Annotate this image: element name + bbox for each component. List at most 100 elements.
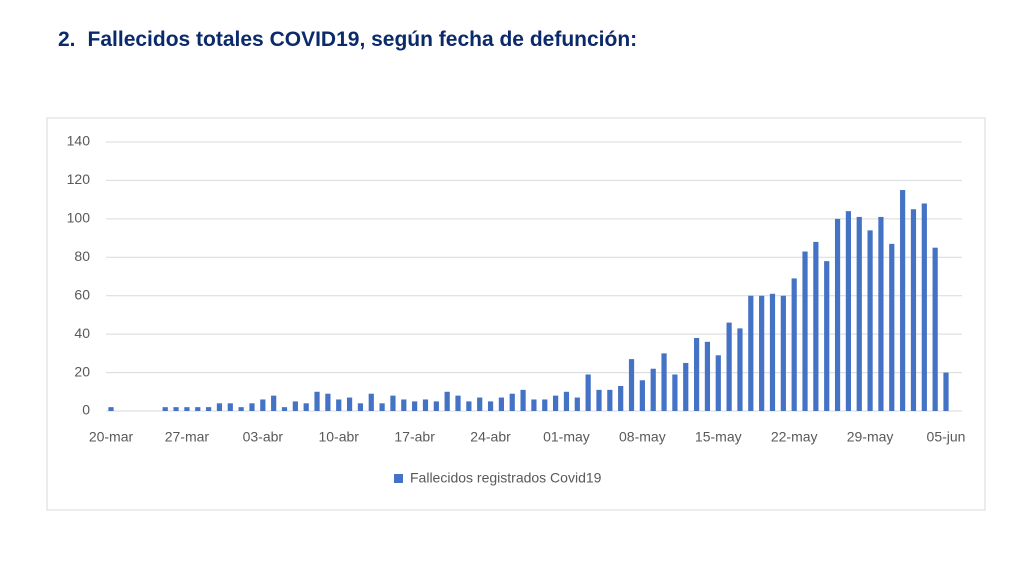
bar bbox=[531, 399, 537, 411]
bar bbox=[672, 374, 678, 411]
bar bbox=[466, 401, 472, 411]
bar bbox=[542, 399, 548, 411]
bar bbox=[639, 380, 645, 411]
bar bbox=[520, 389, 526, 411]
x-tick-label: 20-mar bbox=[89, 429, 134, 445]
y-tick-label: 0 bbox=[82, 402, 90, 418]
x-tick-label: 05-jun bbox=[927, 429, 966, 445]
bar bbox=[498, 397, 504, 411]
bar bbox=[553, 395, 559, 411]
y-tick-label: 60 bbox=[74, 286, 90, 302]
bar bbox=[477, 397, 483, 411]
bar bbox=[780, 295, 786, 411]
x-tick-label: 08-may bbox=[619, 429, 666, 445]
bar bbox=[889, 243, 895, 411]
heading-number: 2. bbox=[58, 28, 76, 51]
bar bbox=[357, 403, 364, 411]
bar bbox=[390, 395, 396, 411]
bar bbox=[834, 218, 841, 411]
bar bbox=[824, 261, 830, 411]
bar bbox=[314, 391, 320, 411]
bar bbox=[303, 403, 309, 411]
bar bbox=[509, 393, 515, 411]
legend-swatch bbox=[394, 474, 403, 483]
x-tick-label: 17-abr bbox=[394, 429, 435, 445]
y-tick-label: 100 bbox=[67, 210, 91, 226]
x-tick-label: 10-abr bbox=[318, 429, 359, 445]
bar bbox=[932, 247, 938, 411]
y-tick-label: 120 bbox=[67, 171, 91, 187]
legend-label: Fallecidos registrados Covid19 bbox=[410, 470, 602, 486]
y-tick-label: 140 bbox=[67, 133, 91, 149]
bar bbox=[878, 216, 884, 411]
bar bbox=[422, 399, 429, 411]
bar bbox=[802, 251, 808, 411]
bar bbox=[683, 362, 689, 411]
y-tick-label: 80 bbox=[74, 248, 90, 264]
bar bbox=[184, 407, 190, 411]
x-tick-label: 01-may bbox=[543, 429, 590, 445]
bar bbox=[737, 328, 743, 411]
bar bbox=[260, 399, 266, 411]
bar bbox=[346, 397, 353, 411]
heading-title: Fallecidos totales COVID19, según fecha … bbox=[87, 28, 638, 51]
bar bbox=[618, 386, 624, 411]
bar bbox=[336, 399, 342, 411]
bar bbox=[574, 397, 580, 411]
bar bbox=[910, 209, 917, 411]
bar bbox=[368, 393, 374, 411]
bar bbox=[205, 407, 212, 411]
bar bbox=[216, 403, 223, 411]
bar bbox=[693, 337, 700, 411]
x-tick-label: 03-abr bbox=[243, 429, 284, 445]
bar bbox=[487, 401, 494, 411]
bar bbox=[281, 407, 288, 411]
bar bbox=[563, 391, 570, 411]
bar bbox=[173, 407, 179, 411]
bar bbox=[596, 389, 602, 411]
bar bbox=[292, 401, 298, 411]
bar bbox=[943, 372, 949, 411]
bar bbox=[900, 190, 906, 411]
bar bbox=[650, 368, 656, 411]
bar bbox=[444, 391, 450, 411]
bar bbox=[607, 389, 613, 411]
bar bbox=[791, 278, 797, 411]
x-tick-label: 22-may bbox=[771, 429, 818, 445]
bar bbox=[726, 322, 732, 411]
heading: 2. Fallecidos totales COVID19, según fech… bbox=[58, 28, 637, 52]
bar bbox=[195, 407, 201, 411]
bar bbox=[661, 353, 667, 411]
bar bbox=[238, 407, 244, 411]
bar bbox=[704, 341, 711, 411]
bar bbox=[271, 395, 277, 411]
bar bbox=[379, 403, 385, 411]
y-tick-label: 40 bbox=[74, 325, 90, 341]
x-tick-label: 24-abr bbox=[470, 429, 511, 445]
chart-border bbox=[46, 117, 986, 511]
bar bbox=[715, 355, 721, 411]
bar bbox=[628, 359, 635, 411]
x-tick-label: 29-may bbox=[847, 429, 894, 445]
bar bbox=[412, 401, 418, 411]
bar bbox=[325, 393, 331, 411]
bar bbox=[867, 230, 873, 411]
bar bbox=[433, 401, 439, 411]
bar bbox=[108, 407, 114, 411]
bar bbox=[401, 399, 407, 411]
x-tick-label: 27-mar bbox=[165, 429, 210, 445]
x-tick-label: 15-may bbox=[695, 429, 742, 445]
bar bbox=[769, 293, 776, 411]
bar bbox=[856, 216, 862, 411]
bar bbox=[227, 403, 233, 411]
bar bbox=[845, 211, 852, 411]
bar bbox=[249, 403, 255, 411]
bar bbox=[759, 295, 765, 411]
bar bbox=[455, 395, 461, 411]
bar bbox=[162, 407, 168, 411]
bar bbox=[748, 295, 754, 411]
bar bbox=[813, 241, 819, 411]
y-tick-label: 20 bbox=[74, 363, 90, 379]
